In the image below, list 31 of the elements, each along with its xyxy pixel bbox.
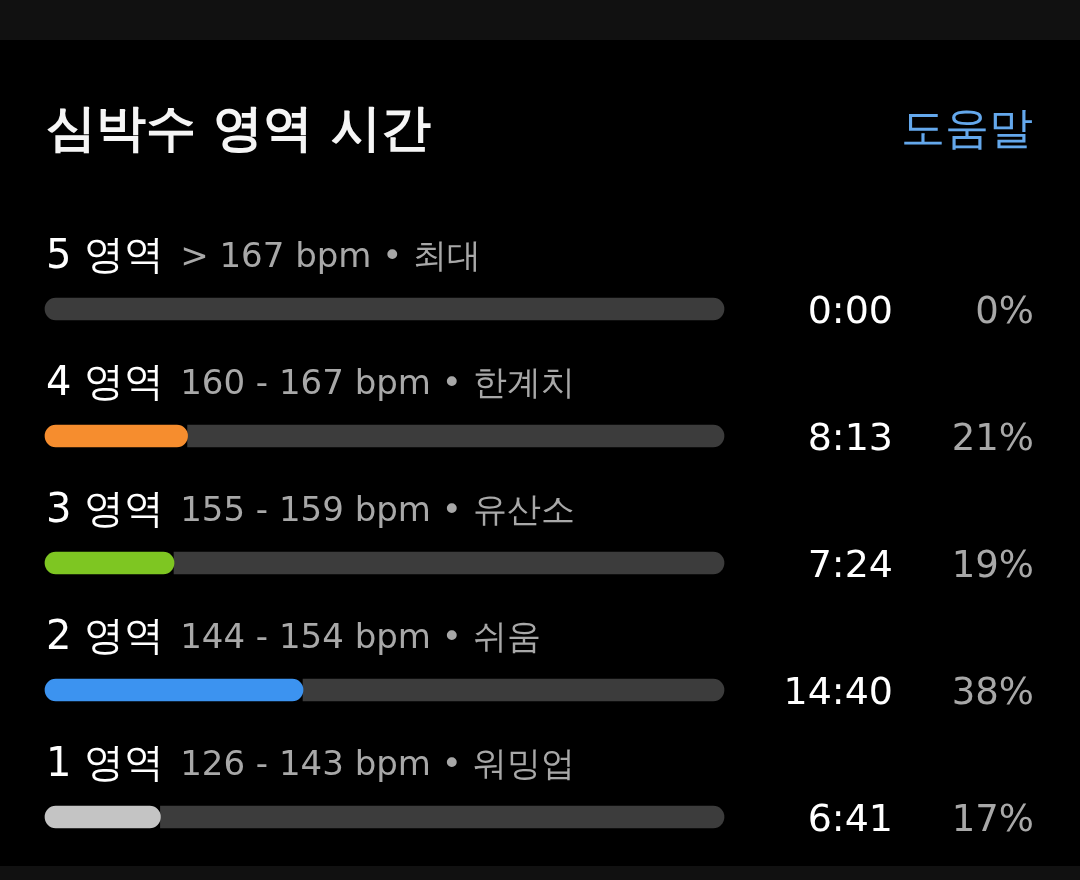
text: 도움말 xyxy=(901,101,1033,155)
text: 0:00 xyxy=(807,287,893,332)
data-label: 21% xyxy=(951,415,1034,459)
bar xyxy=(160,805,725,829)
text: 7:24 xyxy=(807,541,893,586)
bar xyxy=(44,297,725,321)
bar xyxy=(44,551,175,575)
chart-title: 심박수 영역 시간 xyxy=(46,98,431,159)
data-label: 0% xyxy=(975,288,1034,332)
data-label: 19% xyxy=(951,542,1034,586)
annotation: > 167 bpm • 최대 xyxy=(180,234,482,275)
bar xyxy=(187,424,725,448)
y-tick-label: 5 영역 xyxy=(46,231,165,278)
annotation: 144 - 154 bpm • 쉬움 xyxy=(180,615,541,656)
data-label: 17% xyxy=(951,796,1034,840)
text: 8:13 xyxy=(807,414,893,459)
y-tick-label: 1 영역 xyxy=(46,739,165,786)
text: 14:40 xyxy=(783,668,893,713)
y-tick-label: 2 영역 xyxy=(46,612,165,659)
bar xyxy=(44,424,188,448)
text: 6:41 xyxy=(807,795,893,840)
y-tick-label: 3 영역 xyxy=(46,485,165,532)
bar xyxy=(44,678,304,702)
annotation: 155 - 159 bpm • 유산소 xyxy=(180,488,575,529)
y-tick-label: 4 영역 xyxy=(46,358,165,405)
bar xyxy=(302,678,725,702)
bar xyxy=(44,805,161,829)
data-label: 38% xyxy=(951,669,1034,713)
bar xyxy=(173,551,725,575)
annotation: 126 - 143 bpm • 워밍업 xyxy=(180,742,575,783)
annotation: 160 - 167 bpm • 한계치 xyxy=(180,361,575,402)
